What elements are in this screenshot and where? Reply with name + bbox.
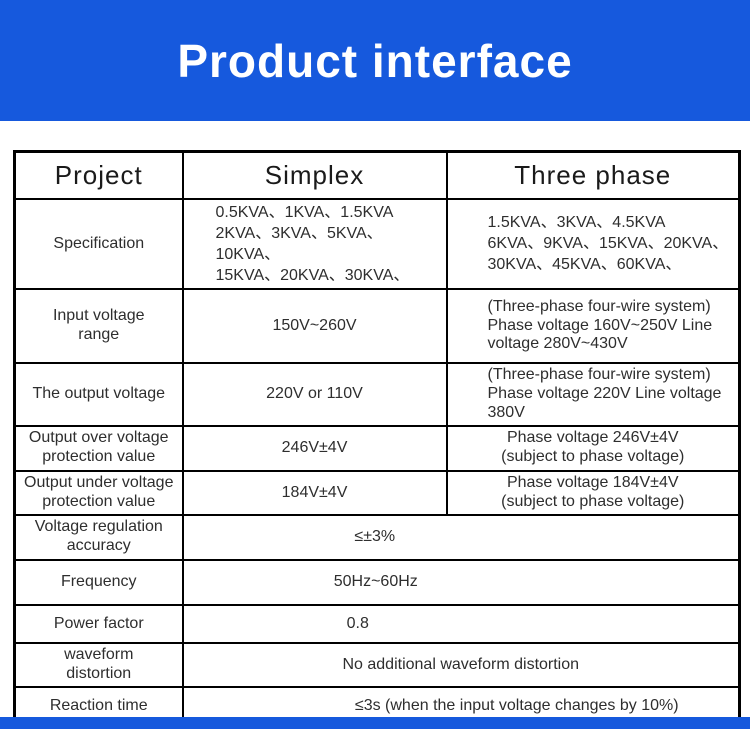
label-specification: Specification — [13, 197, 184, 290]
page-title: Product interface — [177, 34, 573, 87]
under-voltage-simplex-value: 184V±4V — [181, 469, 448, 516]
row-frequency: Frequency 50Hz~60Hz — [13, 558, 741, 606]
over-voltage-simplex-value: 246V±4V — [181, 424, 448, 472]
output-voltage-simplex-value: 220V or 110V — [181, 361, 448, 427]
table-header-row: Project Simplex Three phase — [13, 150, 741, 200]
waveform-distortion-value: No additional waveform distortion — [181, 641, 741, 688]
output-voltage-three-phase-value: (Three-phase four-wire system) Phase vol… — [445, 361, 741, 427]
row-output-voltage: The output voltage 220V or 110V (Three-p… — [13, 361, 741, 427]
header-simplex: Simplex — [181, 150, 448, 200]
bottom-accent-bar — [0, 717, 750, 729]
title-banner: Product interface — [0, 0, 750, 121]
specification-three-phase-value: 1.5KVA、3KVA、4.5KVA 6KVA、9KVA、15KVA、20KVA… — [445, 197, 741, 290]
header-project: Project — [13, 150, 184, 200]
row-input-voltage: Input voltage range 150V~260V (Three-pha… — [13, 287, 741, 364]
label-voltage-regulation-accuracy: Voltage regulation accuracy — [13, 513, 184, 561]
row-specification: Specification 0.5KVA、1KVA、1.5KVA 2KVA、3K… — [13, 197, 741, 290]
row-over-voltage: Output over voltage protection value 246… — [13, 424, 741, 472]
input-voltage-simplex-value: 150V~260V — [181, 287, 448, 364]
label-input-voltage: Input voltage range — [13, 287, 184, 364]
label-frequency: Frequency — [13, 558, 184, 606]
frequency-value: 50Hz~60Hz — [181, 558, 741, 606]
under-voltage-three-phase-value: Phase voltage 184V±4V (subject to phase … — [445, 469, 741, 516]
label-output-voltage: The output voltage — [13, 361, 184, 427]
voltage-regulation-accuracy-value: ≤±3% — [181, 513, 741, 561]
label-over-voltage: Output over voltage protection value — [13, 424, 184, 472]
row-waveform-distortion: waveform distortion No additional wavefo… — [13, 641, 741, 688]
row-power-factor: Power factor 0.8 — [13, 603, 741, 644]
row-under-voltage: Output under voltage protection value 18… — [13, 469, 741, 516]
label-under-voltage: Output under voltage protection value — [13, 469, 184, 516]
input-voltage-three-phase-value: (Three-phase four-wire system) Phase vol… — [445, 287, 741, 364]
spec-table: Project Simplex Three phase Specificatio… — [13, 150, 741, 729]
header-three-phase: Three phase — [445, 150, 741, 200]
over-voltage-three-phase-value: Phase voltage 246V±4V (subject to phase … — [445, 424, 741, 472]
label-power-factor: Power factor — [13, 603, 184, 644]
power-factor-value: 0.8 — [181, 603, 741, 644]
specification-simplex-value: 0.5KVA、1KVA、1.5KVA 2KVA、3KVA、5KVA、10KVA、… — [181, 197, 448, 290]
label-waveform-distortion: waveform distortion — [13, 641, 184, 688]
row-voltage-regulation-accuracy: Voltage regulation accuracy ≤±3% — [13, 513, 741, 561]
